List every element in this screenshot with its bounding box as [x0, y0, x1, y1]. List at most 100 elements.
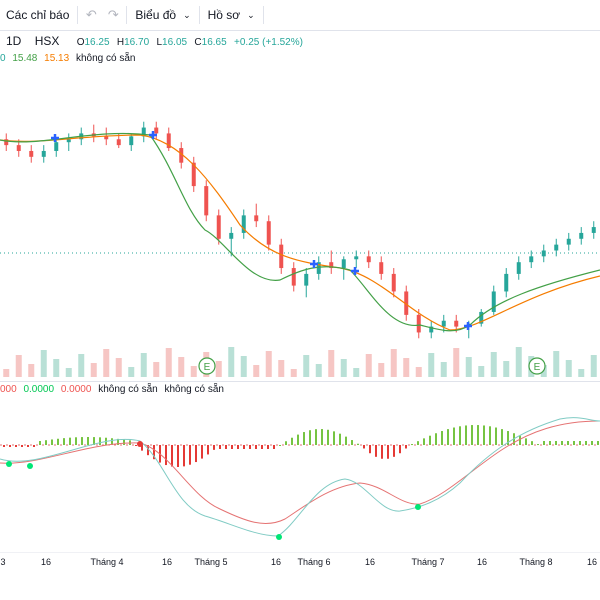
macd-point — [415, 504, 421, 510]
volume-bar — [353, 368, 360, 377]
earnings-event-marker[interactable]: E — [198, 357, 216, 375]
redo-icon[interactable]: ↷ — [107, 7, 119, 22]
volume-bar — [440, 362, 447, 377]
volume-bar — [478, 366, 485, 377]
macd-hist-bar — [369, 445, 371, 454]
chart-menu-label: Biểu đồ — [135, 8, 177, 22]
symbol-legend[interactable]: 1D HSX O16.25 H16.70 L16.05 C16.65 +0.25… — [6, 34, 307, 48]
candle-body — [316, 262, 321, 274]
macd-hist-bar — [483, 425, 485, 445]
macd-hist-bar — [561, 441, 563, 445]
macd-hist-bar — [579, 441, 581, 445]
candle-body — [479, 311, 484, 324]
macd-hist-bar — [69, 437, 71, 445]
macd-hist-bar — [573, 441, 575, 445]
macd-hist-bar — [507, 431, 509, 445]
macd-hist-bar — [345, 436, 347, 445]
macd-hist-bar — [501, 429, 503, 445]
macd-value-2: 0.0000 — [23, 384, 55, 395]
volume-bar — [465, 357, 472, 377]
macd-hist-bar — [39, 441, 41, 445]
candle-body — [304, 273, 309, 286]
volume-bar — [403, 358, 410, 377]
macd-value-3: 0.0000 — [60, 384, 92, 395]
macd-hist-bar — [297, 434, 299, 445]
macd-hist-bar — [249, 445, 251, 449]
volume-bar — [190, 366, 197, 377]
macd-chart[interactable] — [0, 381, 600, 552]
macd-hist-bar — [423, 438, 425, 445]
indicators-button[interactable]: Các chỉ báo — [0, 0, 75, 30]
cross-markers — [51, 131, 472, 330]
toolbar-divider — [126, 6, 128, 24]
volume-bar — [28, 364, 35, 377]
macd-histogram — [3, 425, 599, 467]
toolbar-divider — [77, 6, 79, 24]
change-value: +0.25 (+1.52%) — [234, 37, 303, 48]
candle-body — [541, 250, 546, 257]
macd-hist-bar — [417, 441, 419, 445]
cross-marker-icon — [51, 134, 59, 142]
macd-point — [27, 463, 33, 469]
macd-hist-bar — [111, 438, 113, 445]
volume-bar — [378, 363, 385, 377]
chevron-down-icon: ⌄ — [247, 9, 255, 20]
volume-bar — [240, 356, 247, 377]
chevron-down-icon: ⌄ — [183, 9, 191, 20]
candle-body — [429, 326, 434, 333]
candle-body — [179, 148, 184, 163]
time-axis-tick-label: Tháng 6 — [297, 557, 330, 567]
macd-hist-bar — [267, 445, 269, 449]
macd-hist-bar — [225, 445, 227, 449]
candle-body — [66, 139, 71, 143]
macd-hist-bar — [405, 445, 407, 449]
time-axis-tick-label: 3 — [0, 557, 5, 567]
candle-body — [454, 320, 459, 327]
ma-prefix-value: 0 — [0, 53, 6, 64]
chart-menu-button[interactable]: Biểu đồ ⌄ — [129, 0, 196, 30]
macd-hist-bar — [171, 445, 173, 467]
volume-bar — [328, 350, 335, 377]
macd-hist-bar — [495, 427, 497, 445]
candle-body — [204, 186, 209, 216]
time-axis-tick-label: 16 — [477, 557, 487, 567]
candle-body — [566, 238, 571, 245]
interval-label[interactable]: 1D — [6, 34, 22, 48]
candle-body — [141, 127, 146, 137]
macd-hist-bar — [321, 429, 323, 445]
volume-bar — [253, 365, 260, 377]
price-chart[interactable]: E E — [0, 32, 600, 380]
macd-hist-bar — [123, 439, 125, 445]
macd-hist-bar — [87, 437, 89, 445]
profile-menu-label: Hồ sơ — [207, 8, 241, 22]
candle-body — [291, 268, 296, 286]
candles — [4, 121, 596, 339]
candle-body — [266, 221, 271, 245]
volume-bar — [103, 349, 110, 377]
candle-body — [129, 136, 134, 146]
candle-body — [579, 232, 584, 239]
volume-bar — [53, 359, 60, 377]
macd-point — [6, 461, 12, 467]
volume-bar — [490, 352, 497, 377]
macd-hist-bar — [555, 441, 557, 445]
macd-hist-bar — [453, 427, 455, 445]
ma-legend[interactable]: 0 15.48 15.13 không có sẵn — [0, 53, 139, 64]
profile-menu-button[interactable]: Hồ sơ ⌄ — [202, 0, 261, 30]
time-axis[interactable]: 3 16 Tháng 4 16 Tháng 5 16 Tháng 6 16 Tháng 7 16 T… — [0, 552, 600, 600]
candle-body — [379, 262, 384, 274]
macd-hist-bar — [231, 445, 233, 449]
candle-body — [191, 162, 196, 187]
undo-icon[interactable]: ↶ — [85, 7, 97, 22]
candle-body — [16, 145, 21, 151]
macd-hist-bar — [381, 445, 383, 459]
close-label: C — [194, 37, 202, 48]
macd-hist-bar — [597, 441, 599, 445]
open-label: O — [76, 37, 85, 48]
earnings-event-marker[interactable]: E — [528, 357, 546, 375]
macd-legend[interactable]: 000 0.0000 0.0000 không có sẵn không có … — [0, 384, 228, 395]
candle-body — [29, 150, 34, 157]
macd-point — [276, 534, 282, 540]
macd-signal-line — [0, 420, 600, 525]
macd-hist-bar — [585, 441, 587, 445]
